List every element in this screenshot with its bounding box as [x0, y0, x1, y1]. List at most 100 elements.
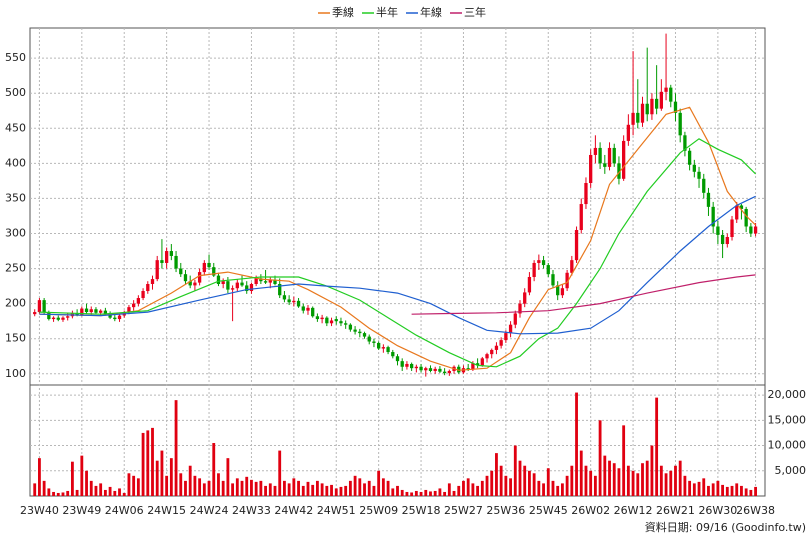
volume-bar: [169, 458, 173, 496]
x-tick-label: 24W42: [274, 504, 313, 517]
volume-bar: [151, 427, 154, 496]
candle-body: [673, 101, 678, 113]
candle-body: [108, 314, 112, 318]
volume-bar: [188, 465, 192, 496]
candle-body: [725, 237, 729, 245]
y-tick-label: 15,000: [768, 413, 807, 426]
candle-body: [716, 226, 720, 235]
volume-bar: [570, 465, 574, 496]
candle-body: [146, 284, 150, 292]
candle-body: [711, 206, 715, 227]
candle-body: [631, 112, 635, 125]
volume-bar: [490, 470, 494, 496]
candle-body: [395, 356, 400, 362]
candle-body: [442, 371, 447, 374]
volume-bar: [127, 473, 131, 496]
x-tick-label: 26W21: [656, 504, 695, 517]
candle-body: [348, 324, 353, 330]
volume-bar: [414, 490, 418, 496]
volume-bar: [532, 473, 536, 496]
candle-body: [47, 312, 51, 320]
volume-bar: [160, 450, 164, 496]
volume-bar: [504, 475, 508, 496]
volume-bar: [193, 475, 197, 496]
candle-body: [325, 317, 329, 324]
candle-body: [89, 309, 93, 313]
candle-body: [188, 281, 192, 286]
volume-bar: [683, 475, 687, 496]
candle-body: [730, 219, 734, 238]
x-tick-label: 25W18: [402, 504, 441, 517]
candle-body: [405, 363, 409, 367]
candle-body: [669, 87, 673, 102]
volume-bar: [565, 475, 569, 496]
x-tick-label: 23W40: [20, 504, 59, 517]
candle-body: [640, 103, 645, 123]
candle-body: [471, 363, 475, 370]
candle-body: [607, 147, 612, 167]
candle-body: [235, 282, 239, 289]
volume-bar: [33, 483, 37, 496]
volume-bar: [367, 480, 371, 496]
candle-body: [664, 87, 668, 92]
ma-line: [39, 138, 757, 368]
volume-bar: [419, 491, 423, 496]
candle-body: [414, 366, 418, 369]
volume-bar: [75, 489, 79, 496]
y-tick-label: 200: [5, 297, 26, 310]
candle-body: [99, 310, 103, 313]
candle-body: [174, 255, 178, 269]
candle-body: [508, 324, 513, 334]
volume-bar: [103, 489, 107, 496]
candle-body: [282, 295, 287, 300]
volume-bar: [589, 470, 593, 496]
candle-body: [61, 317, 65, 320]
volume-bar: [447, 483, 451, 496]
volume-bar: [320, 483, 324, 496]
volume-bar: [593, 475, 597, 496]
candle-body: [466, 368, 470, 370]
candle-body: [254, 278, 258, 285]
candle-body: [574, 229, 579, 261]
y-tick-label: 5,000: [775, 464, 807, 477]
candle-body: [749, 226, 753, 234]
volume-bar: [396, 485, 399, 496]
candle-body: [169, 251, 173, 256]
candle-body: [263, 281, 268, 283]
y-tick-label: 300: [5, 227, 26, 240]
volume-bar: [381, 478, 385, 496]
volume-bar: [85, 470, 88, 496]
volume-bar: [179, 473, 183, 496]
plot-frame: [29, 27, 766, 497]
candle-body: [579, 204, 583, 230]
volume-bar: [471, 483, 475, 496]
volume-bar: [311, 484, 315, 496]
y-tick-label: 450: [5, 121, 26, 134]
candle-body: [329, 320, 334, 324]
candle-body: [296, 300, 301, 307]
candle-body: [409, 363, 414, 369]
candle-body: [735, 205, 739, 220]
candle-body: [42, 300, 46, 313]
candle-body: [457, 366, 461, 373]
candle-body: [480, 358, 484, 366]
volume-bar: [386, 480, 390, 496]
volume-bar: [546, 468, 550, 496]
volume-bar: [226, 458, 230, 496]
candle-body: [617, 163, 621, 179]
volume-bar: [579, 450, 583, 496]
candle-body: [753, 226, 758, 234]
candle-body: [353, 329, 357, 332]
volume-bar: [198, 478, 202, 496]
candle-body: [113, 317, 117, 320]
x-tick-label: 26W38: [736, 504, 775, 517]
volume-bar: [509, 478, 512, 496]
x-tick-label: 24W51: [317, 504, 356, 517]
candle-body: [56, 317, 60, 320]
volume-bar: [273, 485, 277, 496]
volume-bar: [377, 470, 381, 496]
y-tick-label: 100: [5, 367, 26, 380]
candle-body: [447, 370, 451, 374]
volume-bar: [669, 470, 673, 496]
